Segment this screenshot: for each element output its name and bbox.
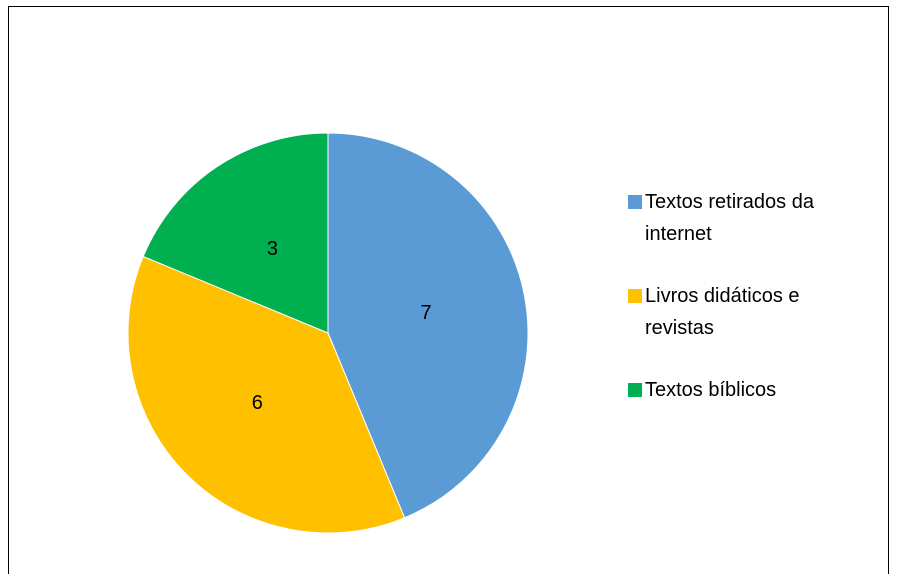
legend-label: Livros didáticos e revistas [645, 285, 800, 339]
data-label: 7 [421, 302, 432, 324]
legend-item: Livros didáticos e revistas [628, 280, 868, 344]
legend-swatch [628, 383, 642, 397]
legend-item: Textos bíblicos [628, 374, 868, 406]
pie-slice [327, 132, 529, 519]
data-label: 6 [252, 392, 263, 414]
data-label: 3 [267, 238, 278, 260]
legend-swatch [628, 195, 642, 209]
legend-item: Textos retirados da internet [628, 186, 868, 250]
legend-label: Textos bíblicos [645, 379, 777, 401]
pie-slice [142, 132, 329, 334]
legend-swatch [628, 289, 642, 303]
chart-border [8, 6, 889, 574]
legend-label: Textos retirados da internet [645, 191, 814, 245]
legend: Textos retirados da internet Livros didát… [628, 186, 868, 436]
pie-slice [127, 255, 406, 534]
